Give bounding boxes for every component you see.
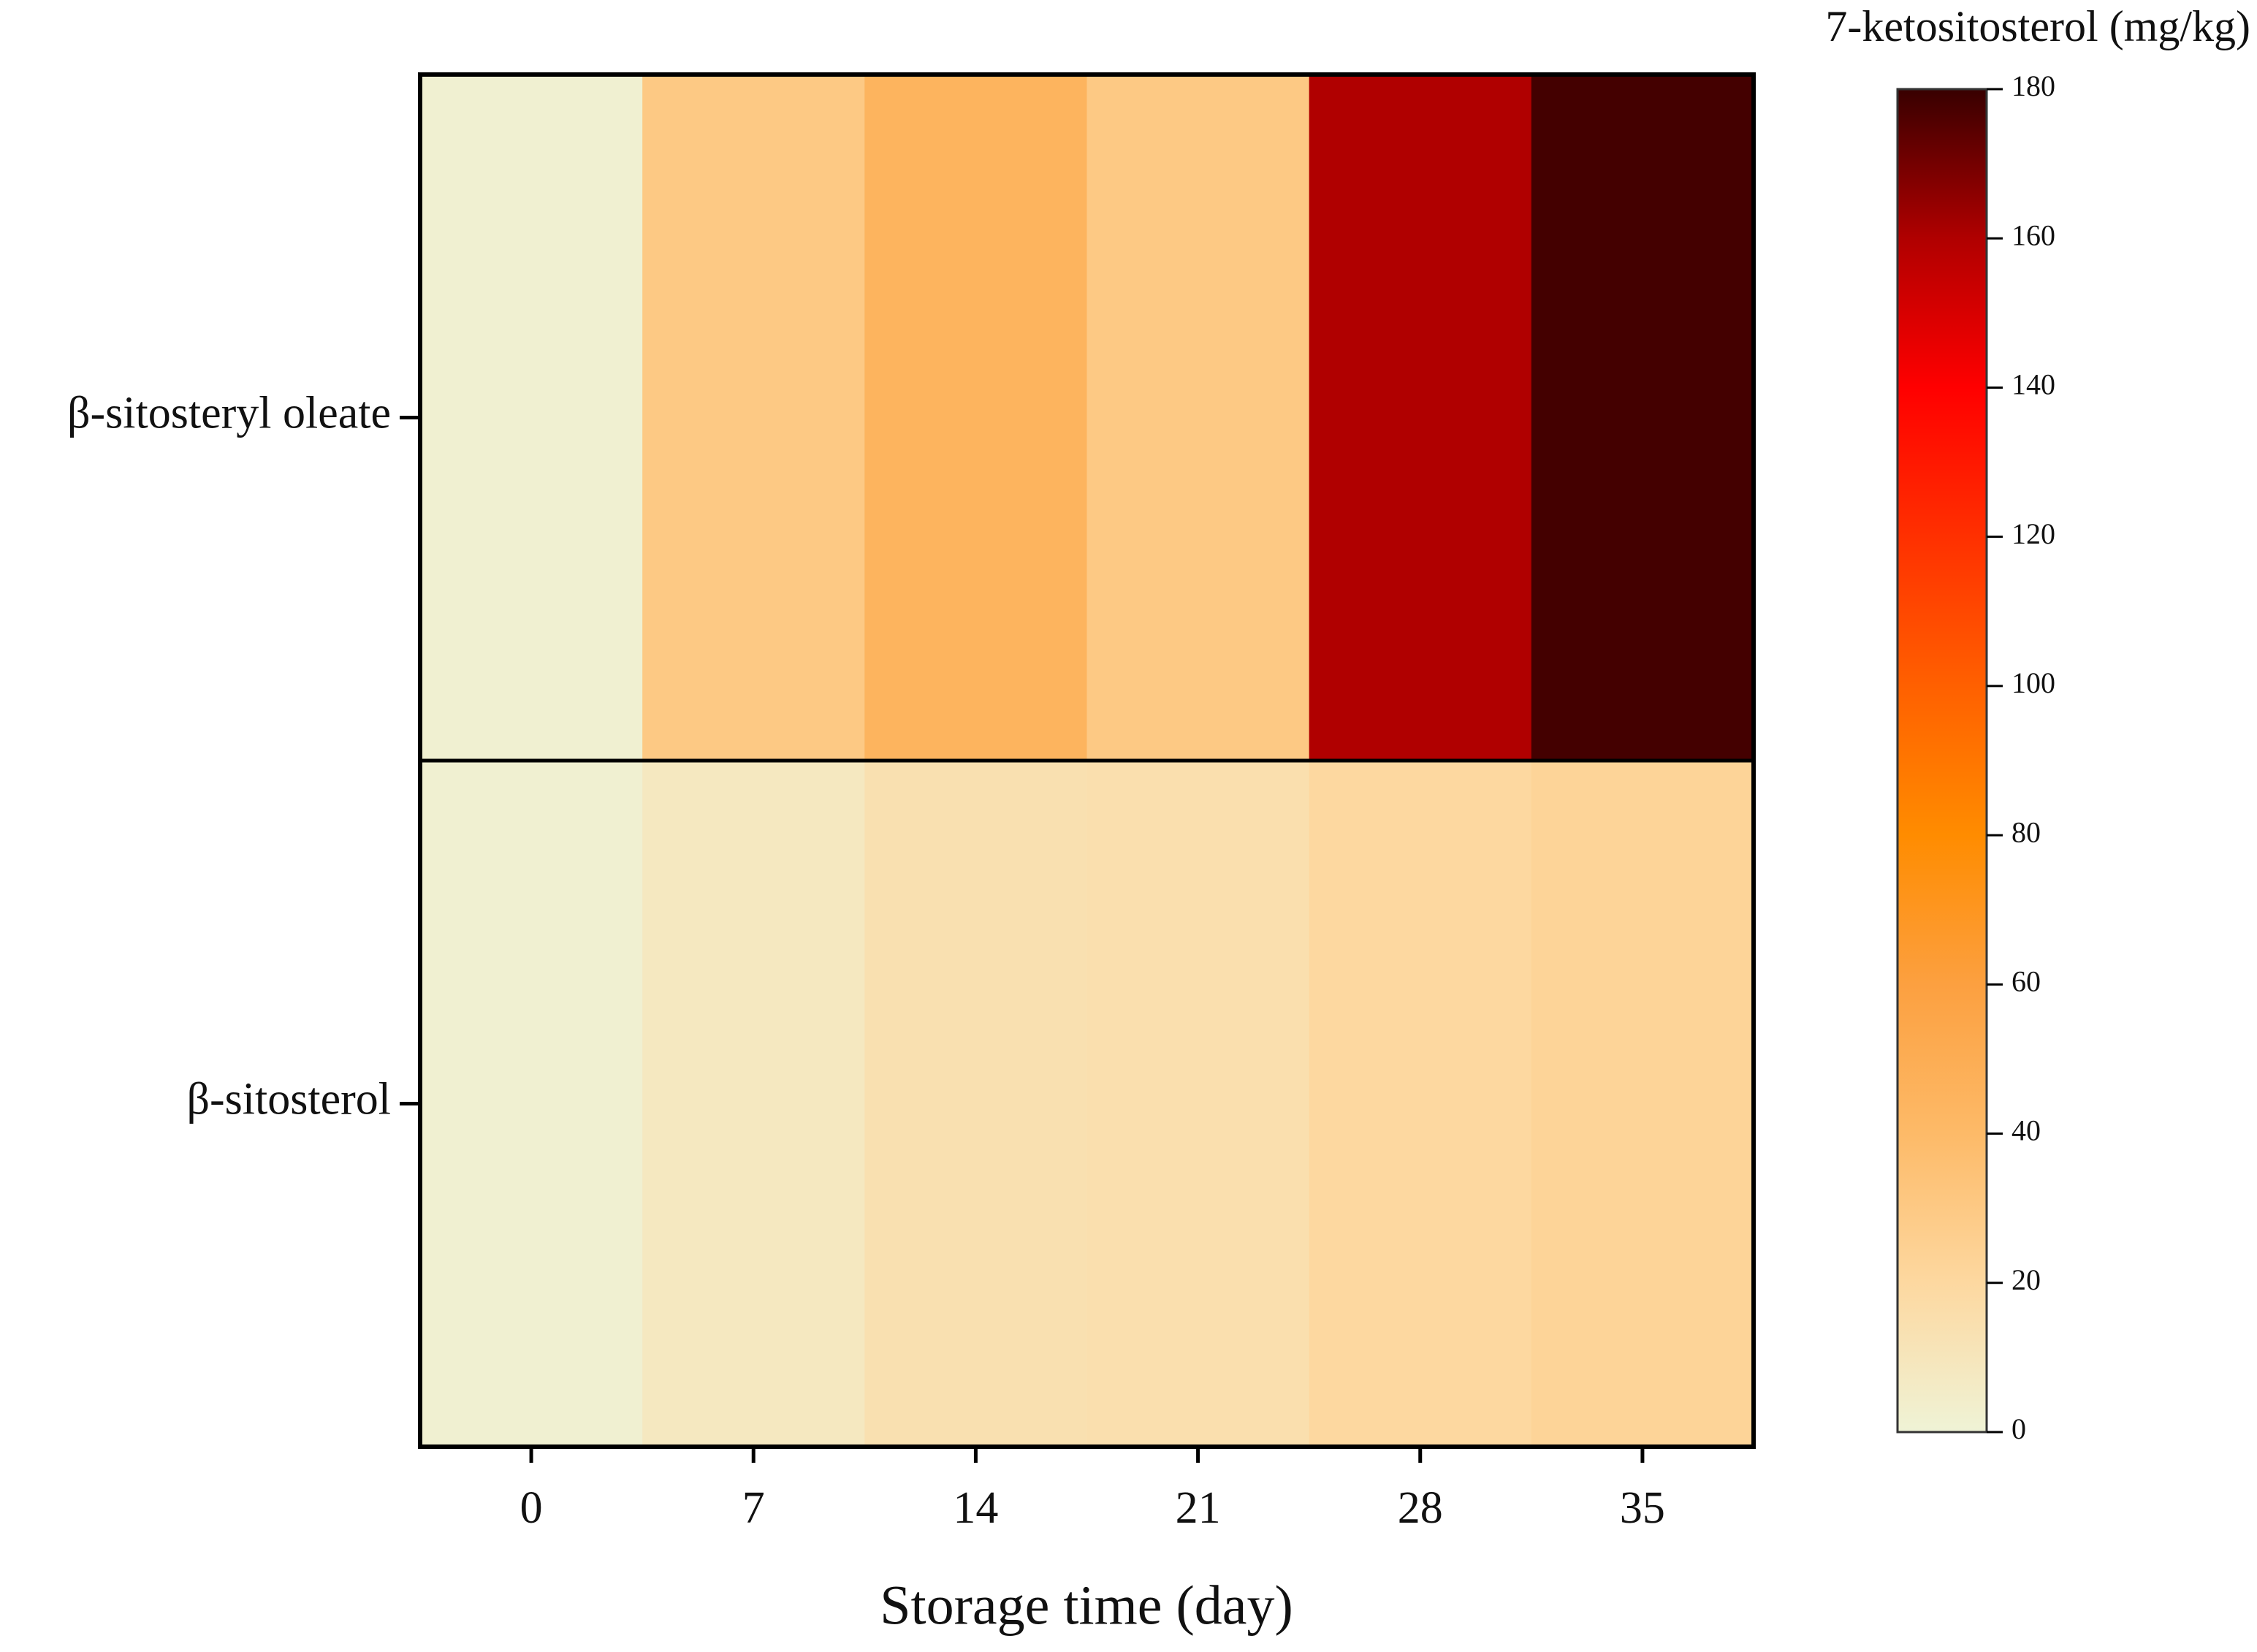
heatmap-cell <box>864 761 1087 1447</box>
colorbar-title: 7-ketositosterol (mg/kg) <box>1825 2 2250 50</box>
y-tick-label: β-sitosterol <box>186 1075 391 1124</box>
x-tick-label: 0 <box>520 1483 543 1533</box>
colorbar-tick-label: 20 <box>2011 1263 2041 1296</box>
x-tick-label: 21 <box>1176 1483 1221 1533</box>
colorbar-tick-label: 60 <box>2011 965 2041 998</box>
colorbar-tick-label: 160 <box>2011 218 2055 251</box>
heatmap-cell <box>1531 761 1754 1447</box>
heatmap-cell <box>1086 761 1310 1447</box>
heatmap-cell <box>642 761 865 1447</box>
x-tick-label: 7 <box>742 1483 765 1533</box>
heatmap-cell <box>1309 75 1532 761</box>
x-tick-label: 14 <box>953 1483 998 1533</box>
colorbar <box>1896 88 1988 1434</box>
y-tick-label: β-sitosteryl oleate <box>67 389 391 438</box>
colorbar-tick-label: 180 <box>2011 69 2055 102</box>
heatmap-cell <box>420 761 643 1447</box>
heatmap-cell <box>642 75 865 761</box>
colorbar-tick-label: 100 <box>2011 666 2055 699</box>
colorbar-tick-label: 0 <box>2011 1412 2026 1445</box>
colorbar-tick-label: 140 <box>2011 368 2055 401</box>
x-tick-label: 28 <box>1398 1483 1443 1533</box>
heatmap-cell <box>1086 75 1310 761</box>
x-tick-label: 35 <box>1620 1483 1665 1533</box>
colorbar-tick-label: 120 <box>2011 517 2055 550</box>
plot-frame <box>418 72 1756 1449</box>
heatmap-cell <box>864 75 1087 761</box>
heatmap-cell <box>1531 75 1754 761</box>
heatmap-cell <box>1309 761 1532 1447</box>
colorbar-tick-label: 40 <box>2011 1114 2041 1147</box>
colorbar-tick-label: 80 <box>2011 815 2041 848</box>
heatmap-cell <box>420 75 643 761</box>
x-axis-label: Storage time (day) <box>880 1575 1293 1636</box>
